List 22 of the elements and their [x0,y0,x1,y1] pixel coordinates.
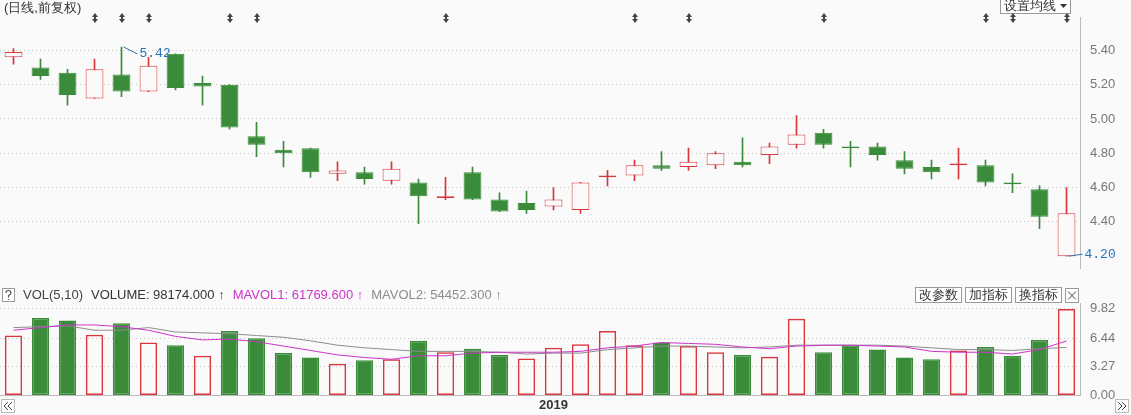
series-label: VOLUME: 98174.000 ↑ [90,287,225,302]
chart-title: (日线,前复权) [4,0,82,17]
text: 设置均线 [1004,0,1056,13]
annotation: 5.42 [139,46,171,62]
x-tick-label: 2019 [539,396,568,412]
legend-title: VOL(5,10) [23,287,83,302]
y-tick-label: 5.00 [1090,110,1116,126]
y-tick-label: 4.40 [1090,213,1116,229]
y-tick-label: 4.60 [1090,179,1116,195]
text: MAVOL2: 54452.300 ↑ [371,287,502,302]
y-tick-label: 4.80 [1090,144,1116,160]
y-tick-label: 5.20 [1090,76,1116,92]
y-tick-label: 9.82 [1090,300,1116,316]
y-tick-label: 3.27 [1090,358,1116,374]
y-tick-label: 6.44 [1090,330,1116,346]
text: 改参数 [919,287,958,302]
y-tick-label: 0.00 [1090,386,1116,402]
text: 加指标 [969,287,1008,302]
y-tick-label: 5.40 [1090,41,1116,57]
text: 换指标 [1019,287,1058,302]
text: 4.20 [1084,246,1116,262]
text: MAVOL1: 61769.600 ↑ [232,287,364,302]
